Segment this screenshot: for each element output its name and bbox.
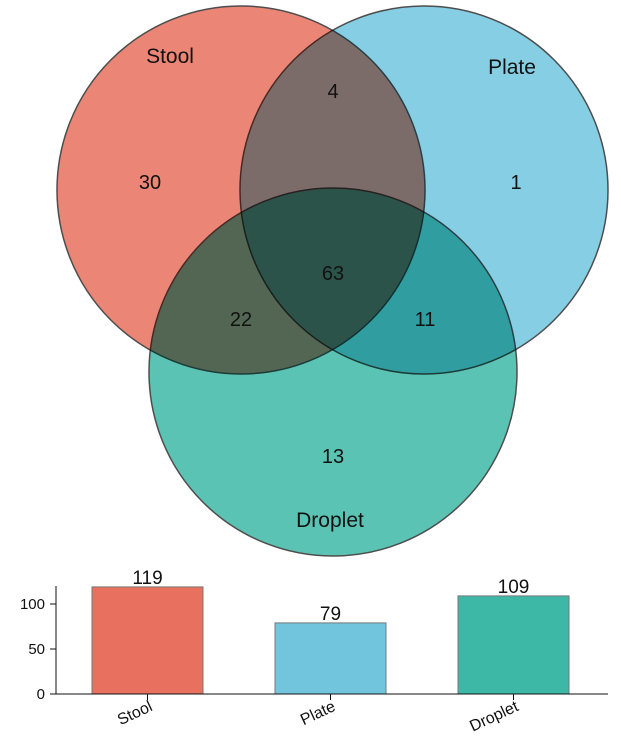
venn-diagram: Stool Plate Droplet 30 1 13 4 22 11 63 [56, 5, 609, 557]
venn-label-stool: Stool [146, 45, 194, 68]
bar-droplet [457, 595, 570, 695]
bar-stool [91, 586, 204, 695]
venn-circle-droplet [148, 187, 518, 557]
venn-label-plate: Plate [488, 56, 536, 79]
x-axis-ticks: Stool Plate Droplet [115, 694, 522, 735]
venn-count-droplet-only: 13 [322, 446, 344, 468]
x-tick-label-droplet: Droplet [467, 698, 521, 735]
venn-count-all: 63 [322, 263, 344, 285]
x-tick-label-plate: Plate [298, 698, 338, 729]
bar-value-labels: 119 79 109 [132, 568, 529, 625]
bar-value-stool: 119 [132, 568, 162, 589]
bar-value-droplet: 109 [498, 577, 530, 598]
bar-chart: 119 79 109 0 50 100 Stool Plate Droplet [20, 568, 608, 735]
venn-count-plate-only: 1 [510, 172, 521, 194]
venn-count-stool-only: 30 [139, 172, 161, 194]
bar-plate [274, 622, 387, 695]
venn-count-plate-droplet: 11 [415, 309, 436, 331]
venn-region-counts: 30 1 13 4 22 11 63 [139, 81, 522, 468]
venn-set-labels: Stool Plate Droplet [146, 45, 536, 532]
x-tick-label-stool: Stool [115, 698, 155, 729]
y-axis-ticks: 0 50 100 [20, 596, 56, 703]
venn-circles [56, 5, 609, 557]
y-tick-label-50: 50 [28, 641, 45, 658]
venn-count-stool-droplet: 22 [230, 309, 252, 331]
y-tick-label-100: 100 [20, 596, 45, 613]
bar-value-plate: 79 [320, 604, 341, 625]
venn-count-stool-plate: 4 [327, 81, 338, 103]
y-tick-label-0: 0 [37, 686, 45, 703]
bars [91, 586, 570, 695]
venn-label-droplet: Droplet [296, 509, 364, 532]
